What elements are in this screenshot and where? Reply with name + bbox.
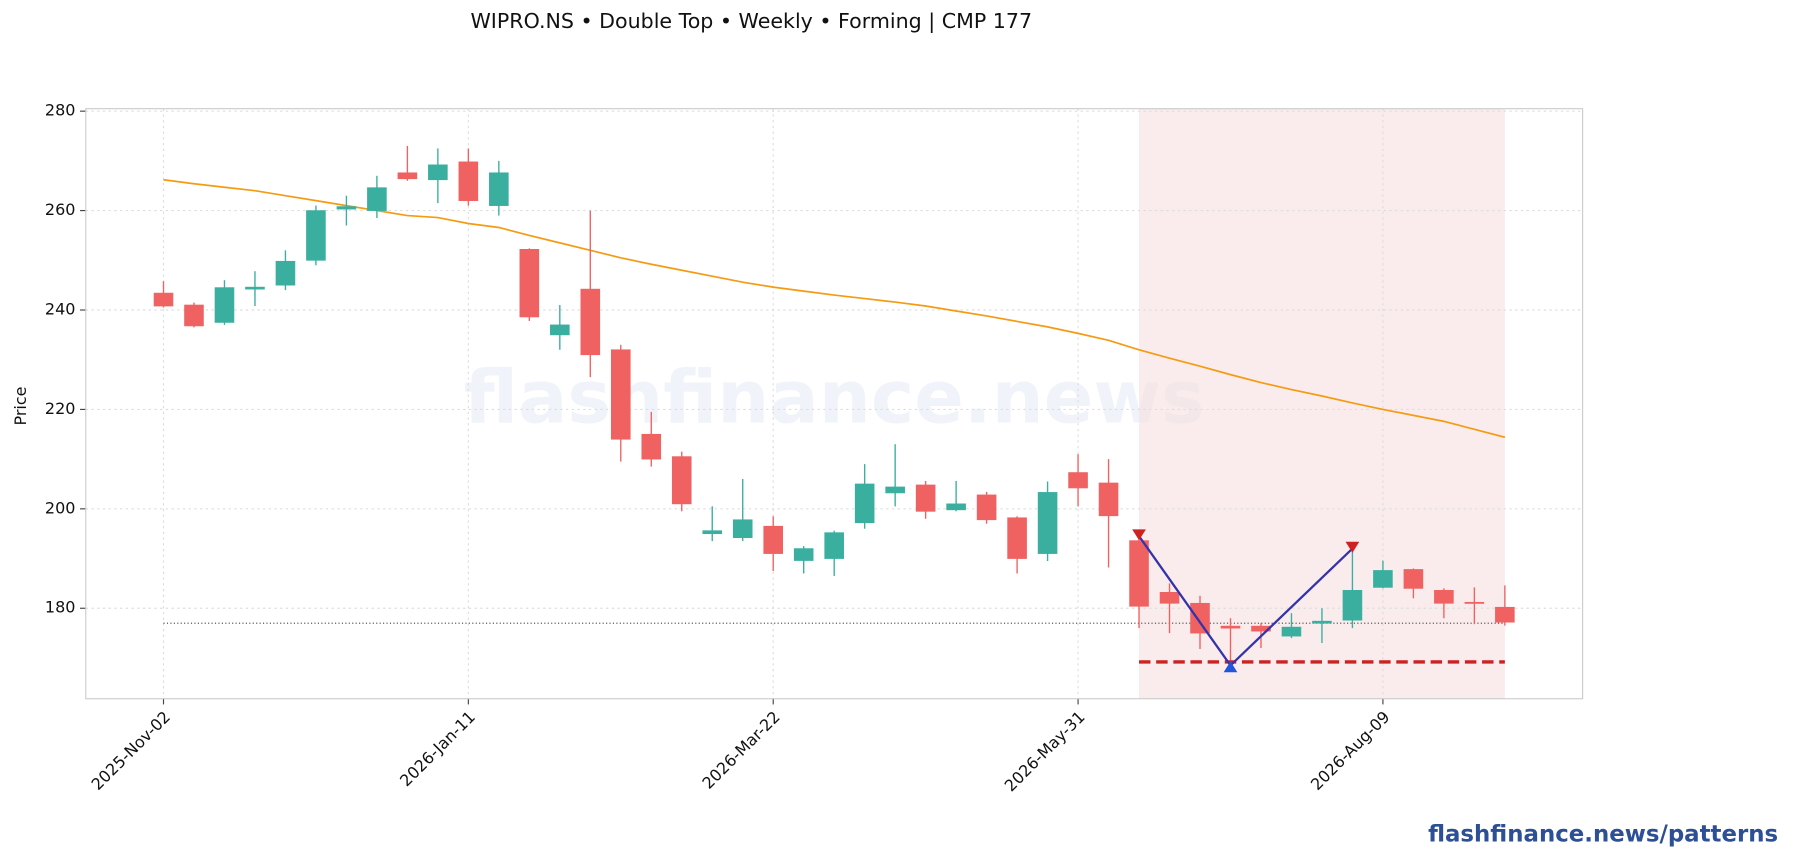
candle-body bbox=[976, 494, 997, 521]
candle-body bbox=[1098, 482, 1119, 517]
candle-body bbox=[214, 287, 235, 323]
candle-body bbox=[1159, 592, 1180, 604]
moving-average bbox=[163, 178, 1506, 439]
candle-body bbox=[1007, 517, 1027, 559]
candle-body bbox=[336, 206, 357, 210]
candle-body bbox=[489, 172, 509, 206]
candle-body bbox=[885, 486, 905, 494]
candle-body bbox=[550, 324, 570, 336]
x-tick-label: 2025-Nov-02 bbox=[88, 707, 175, 794]
x-tick-label: 2026-Mar-22 bbox=[698, 707, 783, 792]
y-tick-label: 180 bbox=[45, 598, 76, 617]
candle-body bbox=[428, 164, 448, 181]
candle-body bbox=[763, 525, 784, 554]
y-tick-label: 240 bbox=[45, 299, 76, 318]
candle-body bbox=[580, 288, 601, 356]
candle-body bbox=[824, 532, 844, 559]
candle-body bbox=[397, 172, 418, 180]
y-tick-label: 280 bbox=[45, 101, 76, 120]
candle-body bbox=[275, 260, 296, 286]
candle-body bbox=[610, 349, 631, 440]
candle-body bbox=[1129, 540, 1149, 607]
y-tick-label: 260 bbox=[45, 200, 76, 219]
candle-body bbox=[367, 187, 387, 211]
trough-marker bbox=[1223, 661, 1238, 673]
candle-body bbox=[915, 484, 936, 512]
candle-body bbox=[671, 456, 692, 505]
candle-body bbox=[793, 548, 814, 561]
candle-body bbox=[1068, 472, 1088, 489]
candle-body bbox=[1434, 590, 1454, 604]
candle-body bbox=[1281, 626, 1302, 637]
y-tick-label: 200 bbox=[45, 498, 76, 517]
candle-body bbox=[946, 503, 966, 511]
candle-body bbox=[854, 483, 875, 524]
peak-marker bbox=[1132, 529, 1146, 541]
candle-body bbox=[519, 249, 540, 318]
chart-title: WIPRO.NS • Double Top • Weekly • Forming… bbox=[470, 9, 1032, 34]
candle-body bbox=[1037, 492, 1058, 554]
y-tick-label: 220 bbox=[45, 399, 76, 418]
candle-body bbox=[702, 530, 723, 535]
candle-body bbox=[1190, 602, 1210, 634]
candle-body bbox=[641, 433, 662, 460]
candle-body bbox=[1220, 625, 1241, 629]
candle-body bbox=[1495, 606, 1515, 623]
candle-body bbox=[1464, 601, 1485, 604]
x-tick-label: 2026-May-31 bbox=[1001, 707, 1089, 795]
watermark: flashfinance.news bbox=[464, 356, 1205, 441]
footer: flashfinance.news/patterns bbox=[1428, 821, 1778, 847]
candle-body bbox=[1342, 590, 1363, 621]
plot-frame bbox=[85, 108, 1584, 700]
x-tick-label: 2026-Aug-09 bbox=[1307, 707, 1394, 794]
candle-body bbox=[1403, 569, 1424, 589]
candle-body bbox=[184, 304, 204, 327]
peak-marker bbox=[1345, 541, 1360, 553]
candle-body bbox=[458, 161, 479, 201]
candle-body bbox=[1373, 570, 1393, 588]
candle-body bbox=[306, 210, 326, 261]
candle-body bbox=[245, 286, 265, 290]
candle-body bbox=[1312, 620, 1332, 624]
y-axis-label: Price bbox=[11, 386, 30, 425]
candle-body bbox=[153, 292, 174, 307]
x-tick-label: 2026-Jan-11 bbox=[396, 707, 479, 790]
candle-body bbox=[732, 519, 753, 539]
